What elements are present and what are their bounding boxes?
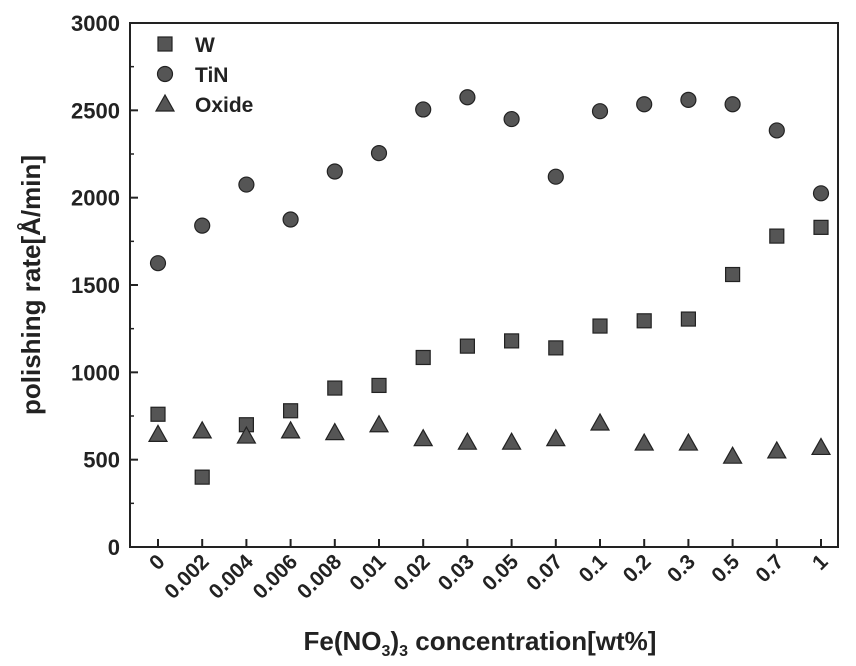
point-oxide [282,422,300,438]
x-tick-label: 0.03 [434,550,479,595]
point-tin [151,256,166,271]
legend-label-tin: TiN [195,64,228,87]
point-w [726,268,740,282]
x-tick-label: 0.05 [478,550,523,595]
x-tick-label: 1 [808,550,833,575]
y-tick-label: 2500 [71,98,120,123]
y-tick-label: 3000 [71,11,120,36]
legend-label-oxide: Oxide [195,94,253,117]
legend-marker-w [158,37,172,51]
point-w [637,314,651,328]
legend-marker-tin [158,67,173,82]
x-axis-title: Fe(NO3)3 concentration[wt%] [304,626,657,660]
point-w [372,378,386,392]
x-axis-title-part: Fe(NO [304,626,382,656]
point-w [328,381,342,395]
point-w [814,220,828,234]
x-axis-title-part: concentration[wt%] [408,626,656,656]
point-oxide [635,434,653,450]
point-w [416,350,430,364]
point-w [284,404,298,418]
x-axis-title-subscript: 3 [399,643,408,660]
point-w [549,341,563,355]
y-axis-title: polishing rate[Å/min] [16,155,46,415]
point-tin [814,186,829,201]
point-oxide [149,425,167,441]
data-points [149,90,830,484]
point-tin [239,177,254,192]
point-tin [416,102,431,117]
point-w [151,407,165,421]
point-w [460,339,474,353]
x-tick-label: 0 [145,550,170,575]
legend-label-w: W [195,34,215,57]
x-tick-label: 0.2 [619,550,656,587]
point-oxide [768,442,786,458]
point-oxide [370,416,388,432]
legend: W TiN Oxide [156,34,253,117]
x-tick-label: 0.006 [249,550,302,603]
point-oxide [503,433,521,449]
y-tick-label: 500 [83,448,120,473]
point-w [593,319,607,333]
point-oxide [547,430,565,446]
point-oxide [812,438,830,454]
x-tick-label: 0.02 [390,550,435,595]
x-tick-label: 0.1 [575,550,612,587]
point-tin [637,97,652,112]
y-tick-label: 0 [108,535,120,560]
legend-marker-oxide [156,95,174,111]
point-tin [548,169,563,184]
x-tick-label: 0.01 [345,550,390,595]
x-tick-label: 0.008 [293,550,347,604]
point-tin [460,90,475,105]
y-tick-label: 2000 [71,186,120,211]
y-tick-label: 1500 [71,273,120,298]
point-w [195,470,209,484]
point-oxide [414,430,432,446]
x-axis-title-part: ) [390,626,399,656]
x-tick-label: 0.002 [160,550,213,603]
point-tin [283,212,298,227]
x-tick-label: 0.004 [205,550,259,604]
point-oxide [458,433,476,449]
x-tick-label: 0.7 [751,550,788,587]
point-w [505,334,519,348]
x-tick-label: 0.07 [522,550,567,595]
point-w [681,312,695,326]
point-tin [195,218,210,233]
point-oxide [679,434,697,450]
point-oxide [193,422,211,438]
x-tick-label: 0.3 [663,550,700,587]
point-tin [725,97,740,112]
x-tick-label: 0.5 [707,550,744,587]
point-tin [593,104,608,119]
point-tin [681,92,696,107]
point-oxide [724,447,742,463]
y-tick-label: 1000 [71,360,120,385]
x-axis-title-subscript: 3 [382,643,391,660]
point-oxide [326,424,344,440]
y-axis: 0 500 1000 1500 2000 2500 3000 [71,11,138,560]
point-tin [327,164,342,179]
x-axis: 00.0020.0040.0060.0080.010.020.030.050.0… [145,539,833,604]
point-w [770,229,784,243]
point-tin [372,146,387,161]
point-tin [504,112,519,127]
point-tin [769,123,784,138]
point-oxide [591,414,609,430]
